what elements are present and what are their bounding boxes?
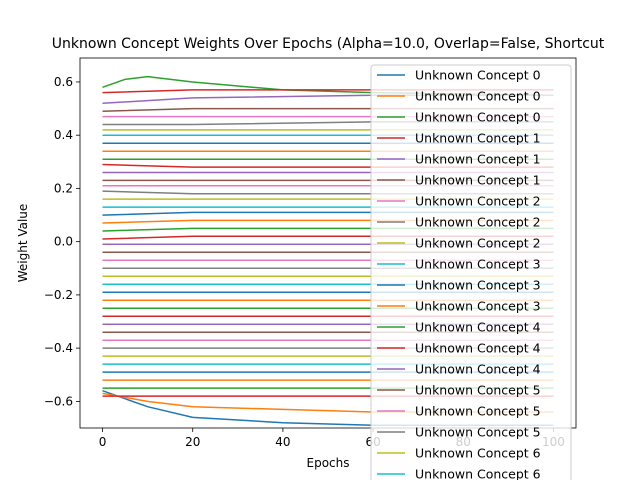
legend-box [370,64,572,480]
legend-label: Unknown Concept 3 [415,257,541,272]
legend-label: Unknown Concept 2 [415,194,541,209]
y-tick-label: −0.2 [44,288,73,302]
legend-label: Unknown Concept 5 [415,425,541,440]
legend-label: Unknown Concept 4 [415,341,541,356]
legend-label: Unknown Concept 6 [415,467,541,480]
legend-label: Unknown Concept 3 [415,278,541,293]
y-tick-label: 0.2 [54,181,73,195]
legend-label: Unknown Concept 1 [415,173,541,188]
legend-label: Unknown Concept 5 [415,383,541,398]
y-tick-label: 0.4 [54,128,73,142]
legend-label: Unknown Concept 6 [415,446,541,461]
y-tick-label: −0.6 [44,394,73,408]
legend-label: Unknown Concept 3 [415,299,541,314]
x-tick-label: 40 [275,435,290,449]
legend-label: Unknown Concept 0 [415,68,541,83]
chart-title: Unknown Concept Weights Over Epochs (Alp… [52,36,605,52]
y-tick-label: 0.6 [54,75,73,89]
legend-label: Unknown Concept 0 [415,110,541,125]
legend: Unknown Concept 0 Unknown Concept 0 Unknow… [370,64,572,480]
legend-label: Unknown Concept 1 [415,152,541,167]
legend-label: Unknown Concept 4 [415,362,541,377]
y-tick-label: 0.0 [54,235,73,249]
x-tick-label: 0 [99,435,107,449]
x-tick-label: 20 [185,435,200,449]
plot-frame [79,57,577,429]
y-axis: −0.6 −0.4 −0.2 0.0 0.2 0.4 0.6 [44,75,80,408]
y-axis-label: Weight Value [16,204,30,283]
y-tick-label: −0.4 [44,341,73,355]
legend-label: Unknown Concept 0 [415,89,541,104]
legend-label: Unknown Concept 2 [415,236,541,251]
legend-label: Unknown Concept 5 [415,404,541,419]
x-axis-label: Epochs [307,456,350,470]
legend-label: Unknown Concept 4 [415,320,541,335]
legend-label: Unknown Concept 2 [415,215,541,230]
legend-label: Unknown Concept 1 [415,131,541,146]
